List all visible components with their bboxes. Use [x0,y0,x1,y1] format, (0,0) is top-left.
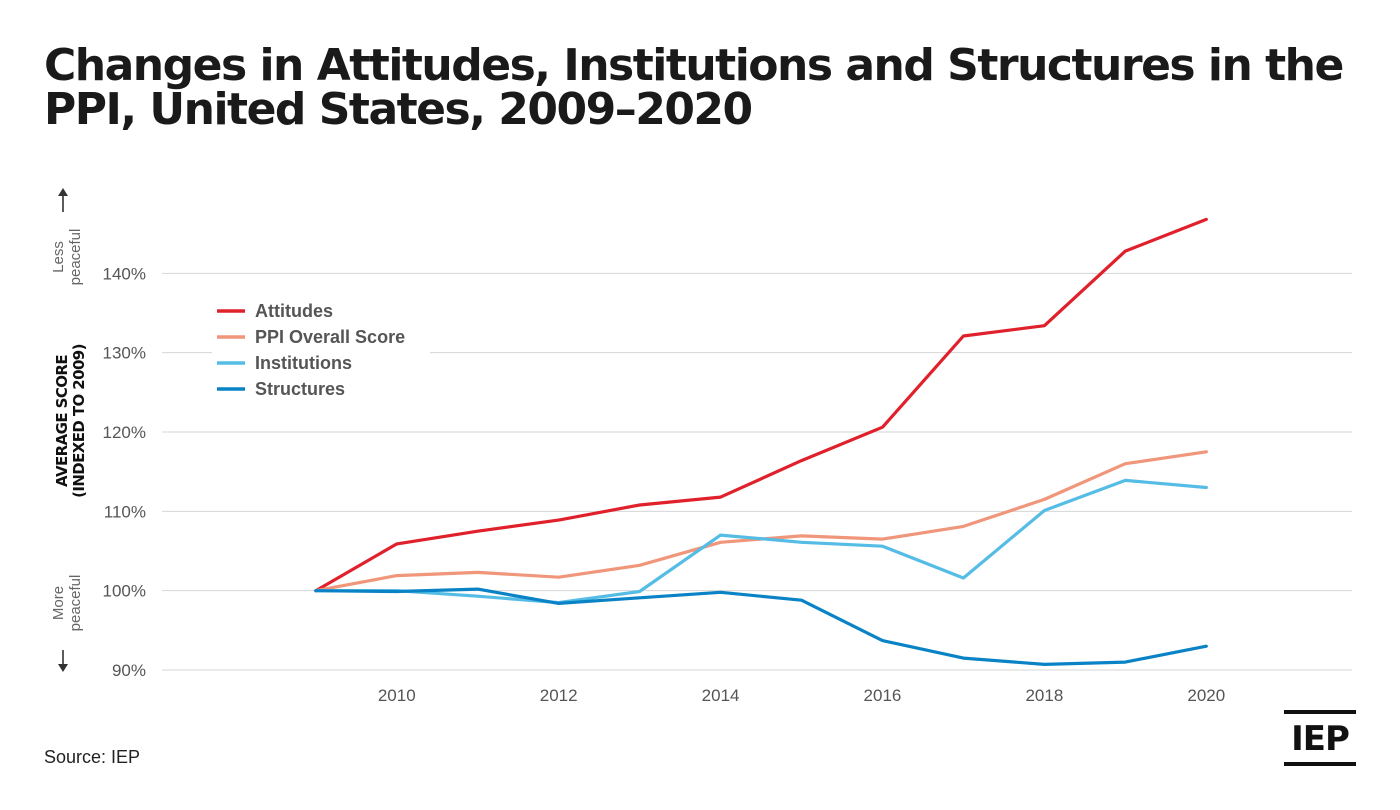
x-tick-label: 2016 [864,686,902,705]
x-tick-labels: 2010 2012 2014 2016 2018 2020 [378,686,1225,705]
legend-label-institutions: Institutions [255,353,352,373]
series-line-institutions [314,478,1208,605]
chart-title: Changes in Attitudes, Institutions and S… [44,44,1364,132]
series-line-structures [314,587,1208,667]
series-lines [314,217,1208,667]
chart-title-line-1: Changes in Attitudes, Institutions and S… [44,40,1344,91]
x-tick-label: 2010 [378,686,416,705]
more-peaceful-line-2: peaceful [67,575,84,632]
y-axis-title: AVERAGE SCORE (INDEXED TO 2009) [53,344,88,498]
y-axis-title-line-1: AVERAGE SCORE [53,355,71,487]
y-tick-label: 110% [104,502,146,521]
legend-label-ppi-overall-score: PPI Overall Score [255,327,405,347]
arrow-down-icon [58,650,68,672]
more-peaceful-note: More peaceful [50,575,84,672]
iep-logo: IEP [1284,710,1356,766]
y-tick-label: 140% [103,264,146,283]
logo-bottom-rule [1284,762,1356,766]
series-line-ppi-overall-score [314,450,1208,593]
y-tick-label: 100% [103,582,146,601]
x-tick-label: 2018 [1025,686,1063,705]
logo-text: IEP [1291,719,1350,759]
x-tick-label: 2020 [1187,686,1225,705]
y-tick-label: 120% [103,423,146,442]
legend-background [212,296,430,404]
y-tick-label: 90% [112,661,146,680]
logo-top-rule [1284,710,1356,714]
x-tick-label: 2012 [540,686,578,705]
less-peaceful-line-2: peaceful [67,229,84,286]
more-peaceful-line-1: More [50,586,67,620]
legend-label-attitudes: Attitudes [255,301,333,321]
x-tick-label: 2014 [702,686,740,705]
arrow-up-icon [58,188,68,212]
y-axis-title-line-2: (INDEXED TO 2009) [70,344,88,498]
less-peaceful-note: Less peaceful [50,188,84,285]
less-peaceful-line-1: Less [50,241,67,273]
y-tick-label: 130% [103,344,146,363]
source-note: Source: IEP [44,747,141,767]
legend: Attitudes PPI Overall Score Institutions St… [212,296,430,404]
chart-title-line-2: PPI, United States, 2009–2020 [44,84,753,135]
y-tick-labels: 90% 100% 110% 120% 130% 140% [103,264,146,680]
legend-label-structures: Structures [255,379,345,399]
series-line-attitudes [314,217,1208,593]
